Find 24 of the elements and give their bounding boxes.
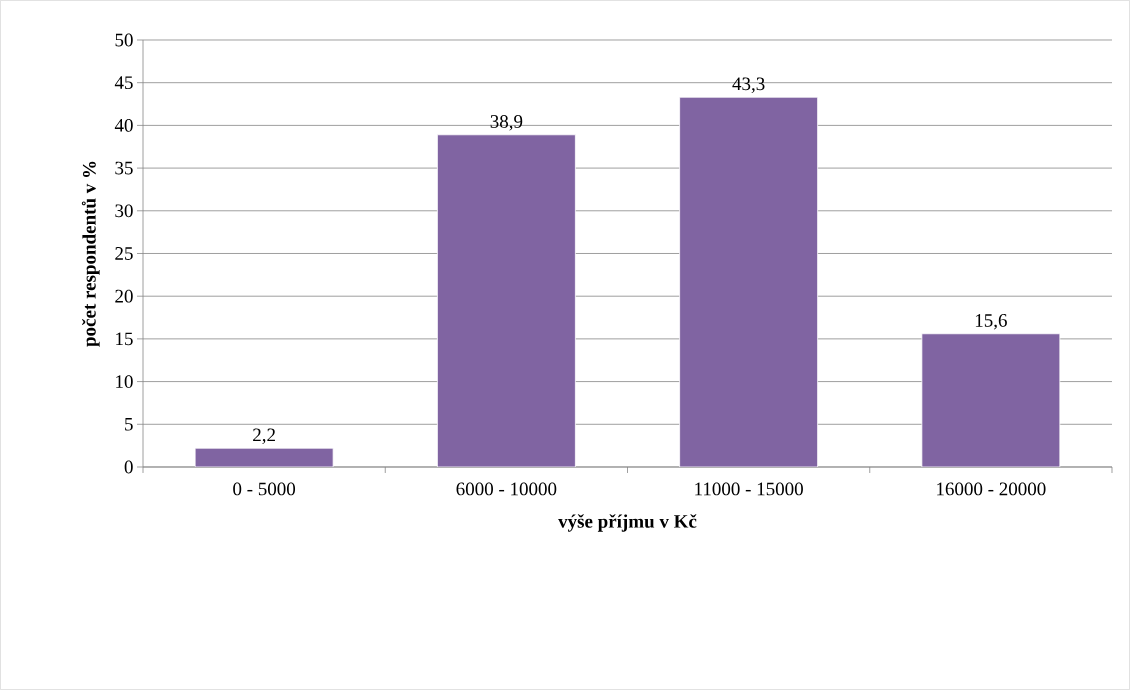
bar <box>921 333 1061 467</box>
y-tick-label: 15 <box>116 332 133 346</box>
y-tick-label: 30 <box>115 204 133 218</box>
x-tick-label: 0 - 5000 <box>233 482 296 496</box>
y-tick-label: 5 <box>125 417 133 431</box>
bar <box>679 96 819 467</box>
data-label: 15,6 <box>975 314 1007 330</box>
data-label: 38,9 <box>490 115 523 131</box>
data-label: 2,2 <box>253 428 275 444</box>
y-tick-label: 45 <box>114 76 133 90</box>
y-tick-label: 10 <box>116 375 133 388</box>
y-tick-label: 20 <box>115 289 133 303</box>
y-tick-label: 25 <box>115 247 133 260</box>
bar <box>436 134 576 467</box>
data-label: 43,3 <box>732 77 765 94</box>
y-axis-title: počet respondentů v % <box>81 161 100 347</box>
x-tick-label: 16000 - 20000 <box>937 482 1046 496</box>
y-tick-label: 50 <box>115 33 133 47</box>
x-tick-label: 11000 - 15000 <box>695 482 803 496</box>
x-tick-label: 6000 - 10000 <box>456 482 557 496</box>
y-tick-label: 0 <box>124 460 133 474</box>
y-tick-label: 35 <box>115 161 133 175</box>
x-axis-title: výše příjmu v Kč <box>558 514 697 532</box>
y-tick-label: 40 <box>114 118 133 132</box>
